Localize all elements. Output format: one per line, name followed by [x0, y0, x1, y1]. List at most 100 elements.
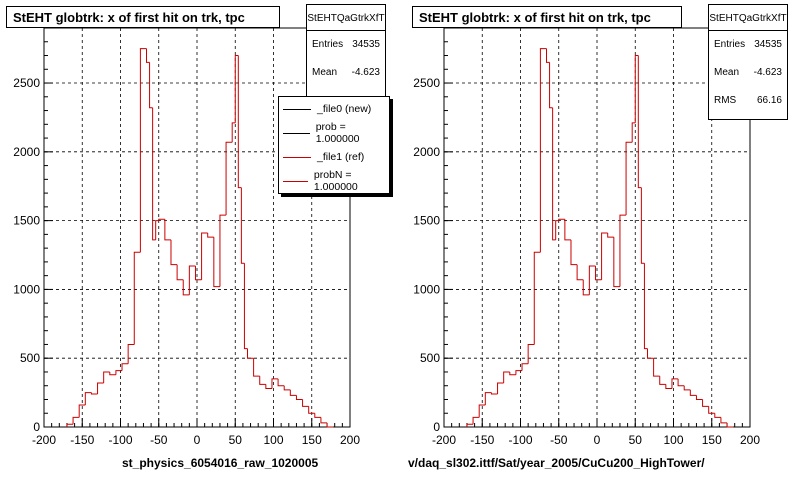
- legend-label: prob = 1.000000: [315, 121, 360, 145]
- histogram-bin: [484, 392, 492, 405]
- x-tick-label: 150: [302, 433, 322, 447]
- histogram-bin: [689, 389, 697, 396]
- histogram-bin: [139, 48, 147, 253]
- stats-entries-label: Entries: [312, 39, 344, 50]
- y-tick-label: 500: [20, 351, 40, 365]
- histogram-bin: [625, 141, 633, 216]
- histogram-bin: [277, 378, 285, 387]
- histogram-bin: [665, 384, 672, 389]
- legend-line-icon: [283, 180, 308, 182]
- x-tick-label: 150: [702, 433, 722, 447]
- histogram-bin: [659, 376, 666, 385]
- stats-name: StEHTQaGtrkXfT: [709, 5, 787, 31]
- histogram-bin: [133, 251, 141, 345]
- histogram-bin: [601, 232, 608, 280]
- histogram-bin: [558, 218, 565, 221]
- histogram-bin: [234, 55, 239, 123]
- histogram-bin: [549, 62, 553, 109]
- x-tick-label: 0: [594, 433, 601, 447]
- histogram-bin: [326, 422, 334, 428]
- stats-mean-value: -4.623: [753, 67, 782, 78]
- stats-entries-row: Entries 34535: [307, 31, 385, 59]
- legend-line-icon: [283, 156, 311, 158]
- x-tick-label: 200: [740, 433, 760, 447]
- histogram-bin: [283, 385, 291, 391]
- x-tick-label: -100: [508, 433, 532, 447]
- y-tick-label: 1000: [413, 282, 440, 296]
- y-tick-label: 1500: [413, 214, 440, 228]
- legend-box: _file0 (new) prob = 1.000000 _file1 (ref…: [278, 96, 390, 194]
- histogram-bin: [555, 220, 559, 240]
- histogram-bin: [546, 48, 550, 63]
- legend-item: _file1 (ref): [279, 145, 389, 169]
- legend-line-icon: [283, 132, 310, 134]
- histogram-bin: [564, 219, 571, 241]
- histogram-bin: [295, 395, 303, 400]
- stats-entries-value: 34535: [352, 39, 380, 50]
- histogram-bin: [237, 55, 242, 189]
- legend-item: _file0 (new): [279, 97, 389, 121]
- legend-label: probN = 1.000000: [313, 169, 358, 193]
- histogram-bin: [683, 385, 691, 391]
- x-tick-label: -150: [470, 433, 494, 447]
- histogram-bin: [314, 413, 321, 418]
- histogram-bin: [194, 266, 202, 281]
- histogram-bin: [466, 423, 474, 427]
- x-tick-label: -200: [32, 433, 56, 447]
- x-tick-label: 100: [263, 433, 283, 447]
- x-tick-label: -150: [70, 433, 94, 447]
- legend-label: _file0 (new): [317, 103, 372, 115]
- histogram-bin: [219, 214, 227, 287]
- histogram-bin: [552, 107, 556, 241]
- histogram-bin: [127, 343, 135, 364]
- histogram-bin: [265, 384, 272, 389]
- x-tick-label: -50: [550, 433, 568, 447]
- histogram-bin: [271, 378, 279, 389]
- y-tick-label: 2000: [13, 145, 40, 159]
- x-tick-label: 50: [229, 433, 243, 447]
- histogram-bin: [207, 233, 214, 238]
- histogram-bin: [84, 392, 92, 405]
- histogram-bin: [521, 363, 529, 371]
- stats-box: StEHTQaGtrkXfT Entries 34535 Mean -4.623…: [708, 4, 788, 120]
- stats-mean-value: -4.623: [351, 67, 380, 78]
- histogram-plot: -200 -150 -100 -50 0 50 100 150 2000500100015002…: [413, 27, 760, 447]
- histogram-bin: [164, 219, 171, 241]
- histogram-bin: [72, 416, 80, 425]
- histogram-bin: [515, 370, 523, 375]
- histogram-bin: [213, 237, 220, 288]
- histogram-bin: [201, 232, 208, 280]
- histogram-bin: [66, 423, 74, 427]
- histogram-bin: [259, 376, 266, 385]
- histogram-bin: [533, 251, 541, 345]
- stats-rms-label: RMS: [714, 95, 737, 106]
- histogram-bin: [103, 371, 110, 383]
- histogram-bin: [677, 378, 685, 387]
- y-tick-label: 500: [420, 351, 440, 365]
- y-tick-label: 2500: [13, 76, 40, 90]
- histogram-bin: [176, 264, 184, 281]
- histogram-bin: [653, 358, 660, 377]
- histogram-bin: [182, 279, 190, 296]
- histogram-bin: [726, 422, 734, 428]
- histogram-bin: [478, 404, 486, 418]
- histogram-bin: [149, 62, 153, 109]
- histogram-bin: [490, 392, 498, 395]
- x-tick-label: 200: [340, 433, 360, 447]
- y-tick-label: 2000: [413, 145, 440, 159]
- histogram-bin: [708, 406, 715, 414]
- histogram-bin: [594, 266, 602, 281]
- stats-entries-row: Entries 34535: [709, 31, 787, 59]
- histogram-bin: [158, 218, 165, 221]
- y-tick-label: 0: [33, 420, 40, 434]
- chart-title: StEHT globtrk: x of first hit on trk, tp…: [6, 6, 280, 28]
- x-tick-label: -200: [432, 433, 456, 447]
- y-tick-label: 0: [433, 420, 440, 434]
- footer-label: v/daq_sl302.ittf/Sat/year_2005/CuCu200_H…: [408, 456, 705, 470]
- legend-label: _file1 (ref): [317, 151, 365, 163]
- histogram-bin: [582, 279, 590, 296]
- legend-item: probN = 1.000000: [279, 169, 389, 193]
- stats-rms-row: RMS 66.16: [709, 87, 787, 115]
- histogram-bin: [289, 389, 297, 396]
- histogram-bin: [152, 107, 156, 241]
